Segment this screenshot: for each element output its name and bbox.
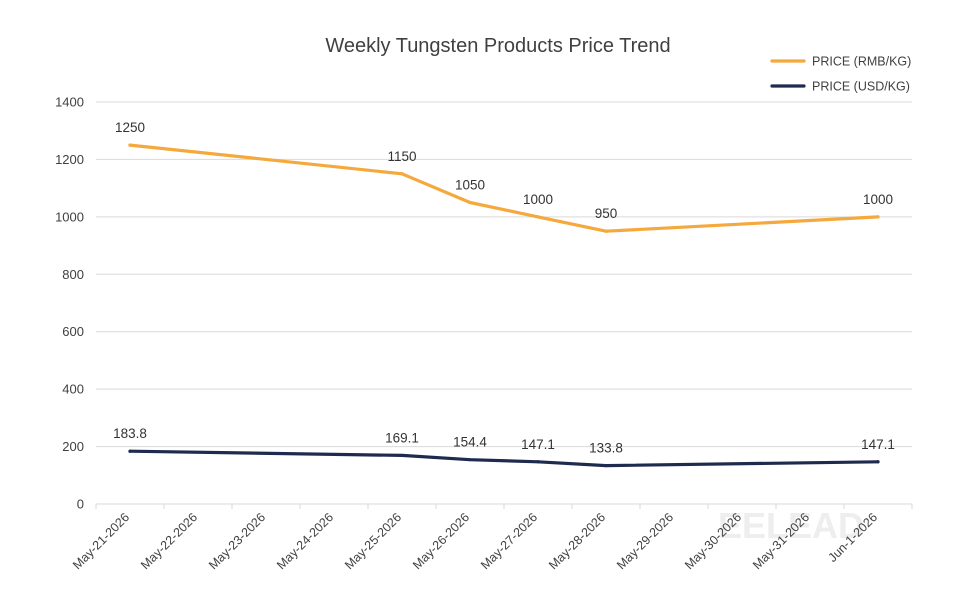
data-label: 147.1 <box>521 437 555 452</box>
series-line <box>128 143 880 233</box>
grid-layer <box>96 101 912 505</box>
y-tick-label: 0 <box>77 497 84 512</box>
legend-label: PRICE (RMB/KG) <box>812 55 911 69</box>
y-tick-label: 400 <box>62 382 84 397</box>
data-label: 147.1 <box>861 437 895 452</box>
data-point <box>468 200 472 205</box>
x-tick-label: May-26-2026 <box>410 510 472 572</box>
y-tick-label: 200 <box>62 439 84 454</box>
data-label: 1000 <box>863 192 893 207</box>
y-tick-label: 800 <box>62 267 84 282</box>
data-label: 154.4 <box>453 435 487 450</box>
data-point <box>128 449 132 453</box>
y-tick-label: 1000 <box>55 209 84 224</box>
data-label: 169.1 <box>385 430 419 445</box>
x-tick-label: May-27-2026 <box>478 510 540 572</box>
chart-title: Weekly Tungsten Products Price Trend <box>325 35 670 57</box>
x-tick-label: May-22-2026 <box>138 510 200 572</box>
series-layer <box>128 143 880 468</box>
data-point <box>468 458 472 462</box>
x-tick-label: May-29-2026 <box>614 510 676 572</box>
data-point <box>536 460 540 464</box>
data-point <box>128 143 132 147</box>
data-label: 1000 <box>523 192 553 207</box>
x-tick-label: May-21-2026 <box>70 510 132 572</box>
data-label: 1250 <box>115 120 145 135</box>
data-point <box>604 463 608 468</box>
data-labels: 1250 1150 1050 1000 950 1000 183.8 169.1 154.4 14… <box>113 120 895 456</box>
data-label: 133.8 <box>589 441 623 456</box>
x-tick-label: May-25-2026 <box>342 510 404 572</box>
data-label: 1050 <box>455 178 485 193</box>
data-label: 1150 <box>387 149 416 164</box>
data-point <box>604 229 608 233</box>
legend-label: PRICE (USD/KG) <box>812 80 910 94</box>
y-tick-label: 1400 <box>55 95 84 110</box>
data-label: 950 <box>595 206 618 221</box>
data-point <box>876 215 880 219</box>
watermark-text: EELEAD <box>718 505 864 546</box>
y-tick-label: 1200 <box>55 152 84 167</box>
legend: PRICE (RMB/KG) PRICE (USD/KG) <box>770 55 911 94</box>
series-line <box>128 449 880 468</box>
x-tick-label: May-24-2026 <box>274 510 336 572</box>
data-point <box>536 215 540 219</box>
data-label: 183.8 <box>113 426 147 441</box>
data-point <box>400 172 404 176</box>
x-tick-label: May-28-2026 <box>546 510 608 572</box>
data-point <box>400 453 404 458</box>
data-point <box>876 460 880 464</box>
y-axis: 0 200 400 600 800 1000 1200 1400 <box>55 95 84 512</box>
x-tick-label: May-23-2026 <box>206 510 268 572</box>
y-tick-label: 600 <box>62 324 84 339</box>
